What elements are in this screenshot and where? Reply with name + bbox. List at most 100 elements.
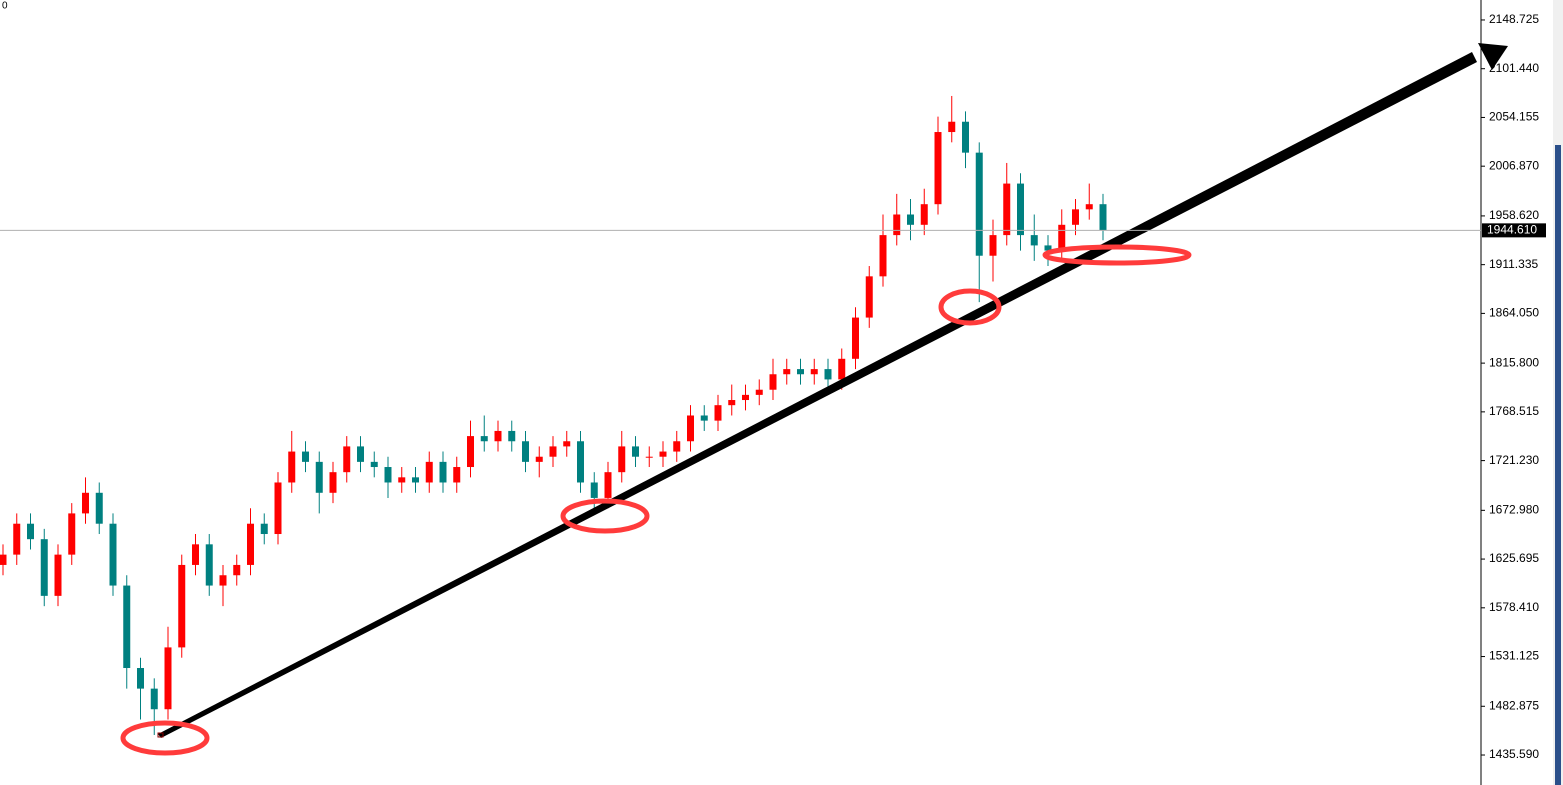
- candle-body: [164, 647, 172, 710]
- candle-body: [95, 492, 103, 524]
- candle-body: [453, 467, 461, 483]
- candle-body: [604, 472, 612, 498]
- candle-body: [577, 441, 584, 483]
- candle-body: [920, 204, 928, 225]
- candle-body: [948, 121, 956, 133]
- candle-body: [288, 451, 296, 483]
- candle-body: [1030, 235, 1038, 246]
- candle-body: [1099, 204, 1107, 231]
- candle-body: [54, 554, 62, 596]
- candle-body: [425, 461, 433, 483]
- candle-body: [137, 668, 144, 689]
- candle-body: [618, 446, 626, 473]
- candle-body: [398, 477, 406, 483]
- candle-body: [123, 585, 131, 669]
- candle-body: [852, 317, 859, 359]
- candle-body: [480, 436, 488, 442]
- candle-body: [659, 451, 667, 457]
- candle-body: [783, 369, 791, 375]
- candle-body: [1058, 224, 1066, 251]
- anchor-point: [157, 732, 164, 738]
- trend-line: [158, 52, 1477, 738]
- candle-body: [329, 472, 337, 493]
- candle-body: [742, 394, 749, 401]
- candle-body: [838, 358, 846, 380]
- candle-body: [109, 523, 117, 586]
- candle-body: [370, 461, 378, 468]
- candle-body: [1085, 204, 1093, 210]
- highlight-circle: [560, 498, 650, 534]
- candle-body: [412, 477, 419, 483]
- y-tick-label: 1531.125: [1489, 649, 1539, 663]
- candle-body: [934, 132, 942, 205]
- candle-body: [687, 415, 694, 442]
- y-tick-label: 1768.515: [1489, 404, 1539, 418]
- candle-body: [632, 446, 639, 457]
- candle-body: [975, 152, 983, 256]
- candle-body: [315, 461, 323, 493]
- highlight-circle: [938, 288, 1002, 326]
- candle-body: [13, 523, 21, 555]
- candle-body: [769, 374, 777, 390]
- candles: [0, 95, 1107, 736]
- candle-body: [260, 523, 268, 535]
- candle-body: [563, 441, 571, 447]
- corner-label: 0: [2, 1, 8, 12]
- candle-body: [192, 544, 199, 565]
- highlight-circle: [120, 720, 210, 756]
- candle-body: [989, 235, 997, 256]
- candle-body: [714, 405, 722, 421]
- candle-body: [467, 436, 474, 468]
- current-price-box: [1482, 223, 1546, 238]
- y-tick-label: 2054.155: [1489, 110, 1539, 124]
- candle-body: [1003, 183, 1011, 236]
- y-tick-label: 2148.725: [1489, 12, 1539, 26]
- scrollbar-thumb[interactable]: [1555, 145, 1561, 785]
- candle-body: [1017, 183, 1024, 236]
- y-tick-label: 1815.800: [1489, 355, 1539, 369]
- candle-body: [755, 389, 763, 395]
- candle-body: [343, 446, 351, 473]
- candle-body: [797, 369, 804, 375]
- candle-body: [1072, 209, 1079, 225]
- trend-arrow: [1478, 43, 1508, 70]
- candle-body: [384, 467, 392, 483]
- y-tick-label: 1864.050: [1489, 306, 1539, 320]
- y-tick-label: 1482.875: [1489, 698, 1539, 712]
- y-tick-label: 2006.870: [1489, 158, 1539, 172]
- candle-body: [274, 482, 282, 535]
- candle-body: [535, 456, 543, 462]
- candle-body: [824, 369, 832, 380]
- candle-body: [879, 235, 887, 277]
- y-tick-label: 1911.335: [1489, 257, 1538, 271]
- candle-body: [962, 121, 969, 153]
- y-tick-label: 1578.410: [1489, 600, 1539, 614]
- candle-body: [865, 276, 873, 318]
- candle-body: [810, 369, 818, 375]
- candle-body: [893, 214, 901, 236]
- candle-body: [27, 523, 34, 540]
- y-tick-label: 1672.980: [1489, 503, 1539, 517]
- candle-body: [1044, 245, 1052, 251]
- candle-body: [219, 575, 227, 586]
- candle-body: [150, 688, 158, 710]
- candle-body: [700, 415, 708, 421]
- candle-body: [40, 539, 48, 596]
- candle-body: [508, 430, 516, 442]
- candle-body: [233, 564, 241, 576]
- candle-body: [247, 523, 254, 565]
- candle-body: [205, 544, 213, 586]
- y-tick-label: 2101.440: [1489, 61, 1539, 75]
- candle-body: [82, 492, 89, 514]
- y-tick-label: 1625.695: [1489, 551, 1539, 565]
- candle-body: [549, 446, 557, 457]
- candle-body: [68, 513, 76, 555]
- candle-body: [302, 451, 309, 462]
- candle-body: [357, 446, 364, 462]
- candle-body: [907, 214, 914, 225]
- candle-body: [494, 430, 502, 442]
- highlight-circle: [1042, 244, 1192, 266]
- y-tick-label: 1435.590: [1489, 747, 1539, 761]
- y-tick-label: 1958.620: [1489, 208, 1539, 222]
